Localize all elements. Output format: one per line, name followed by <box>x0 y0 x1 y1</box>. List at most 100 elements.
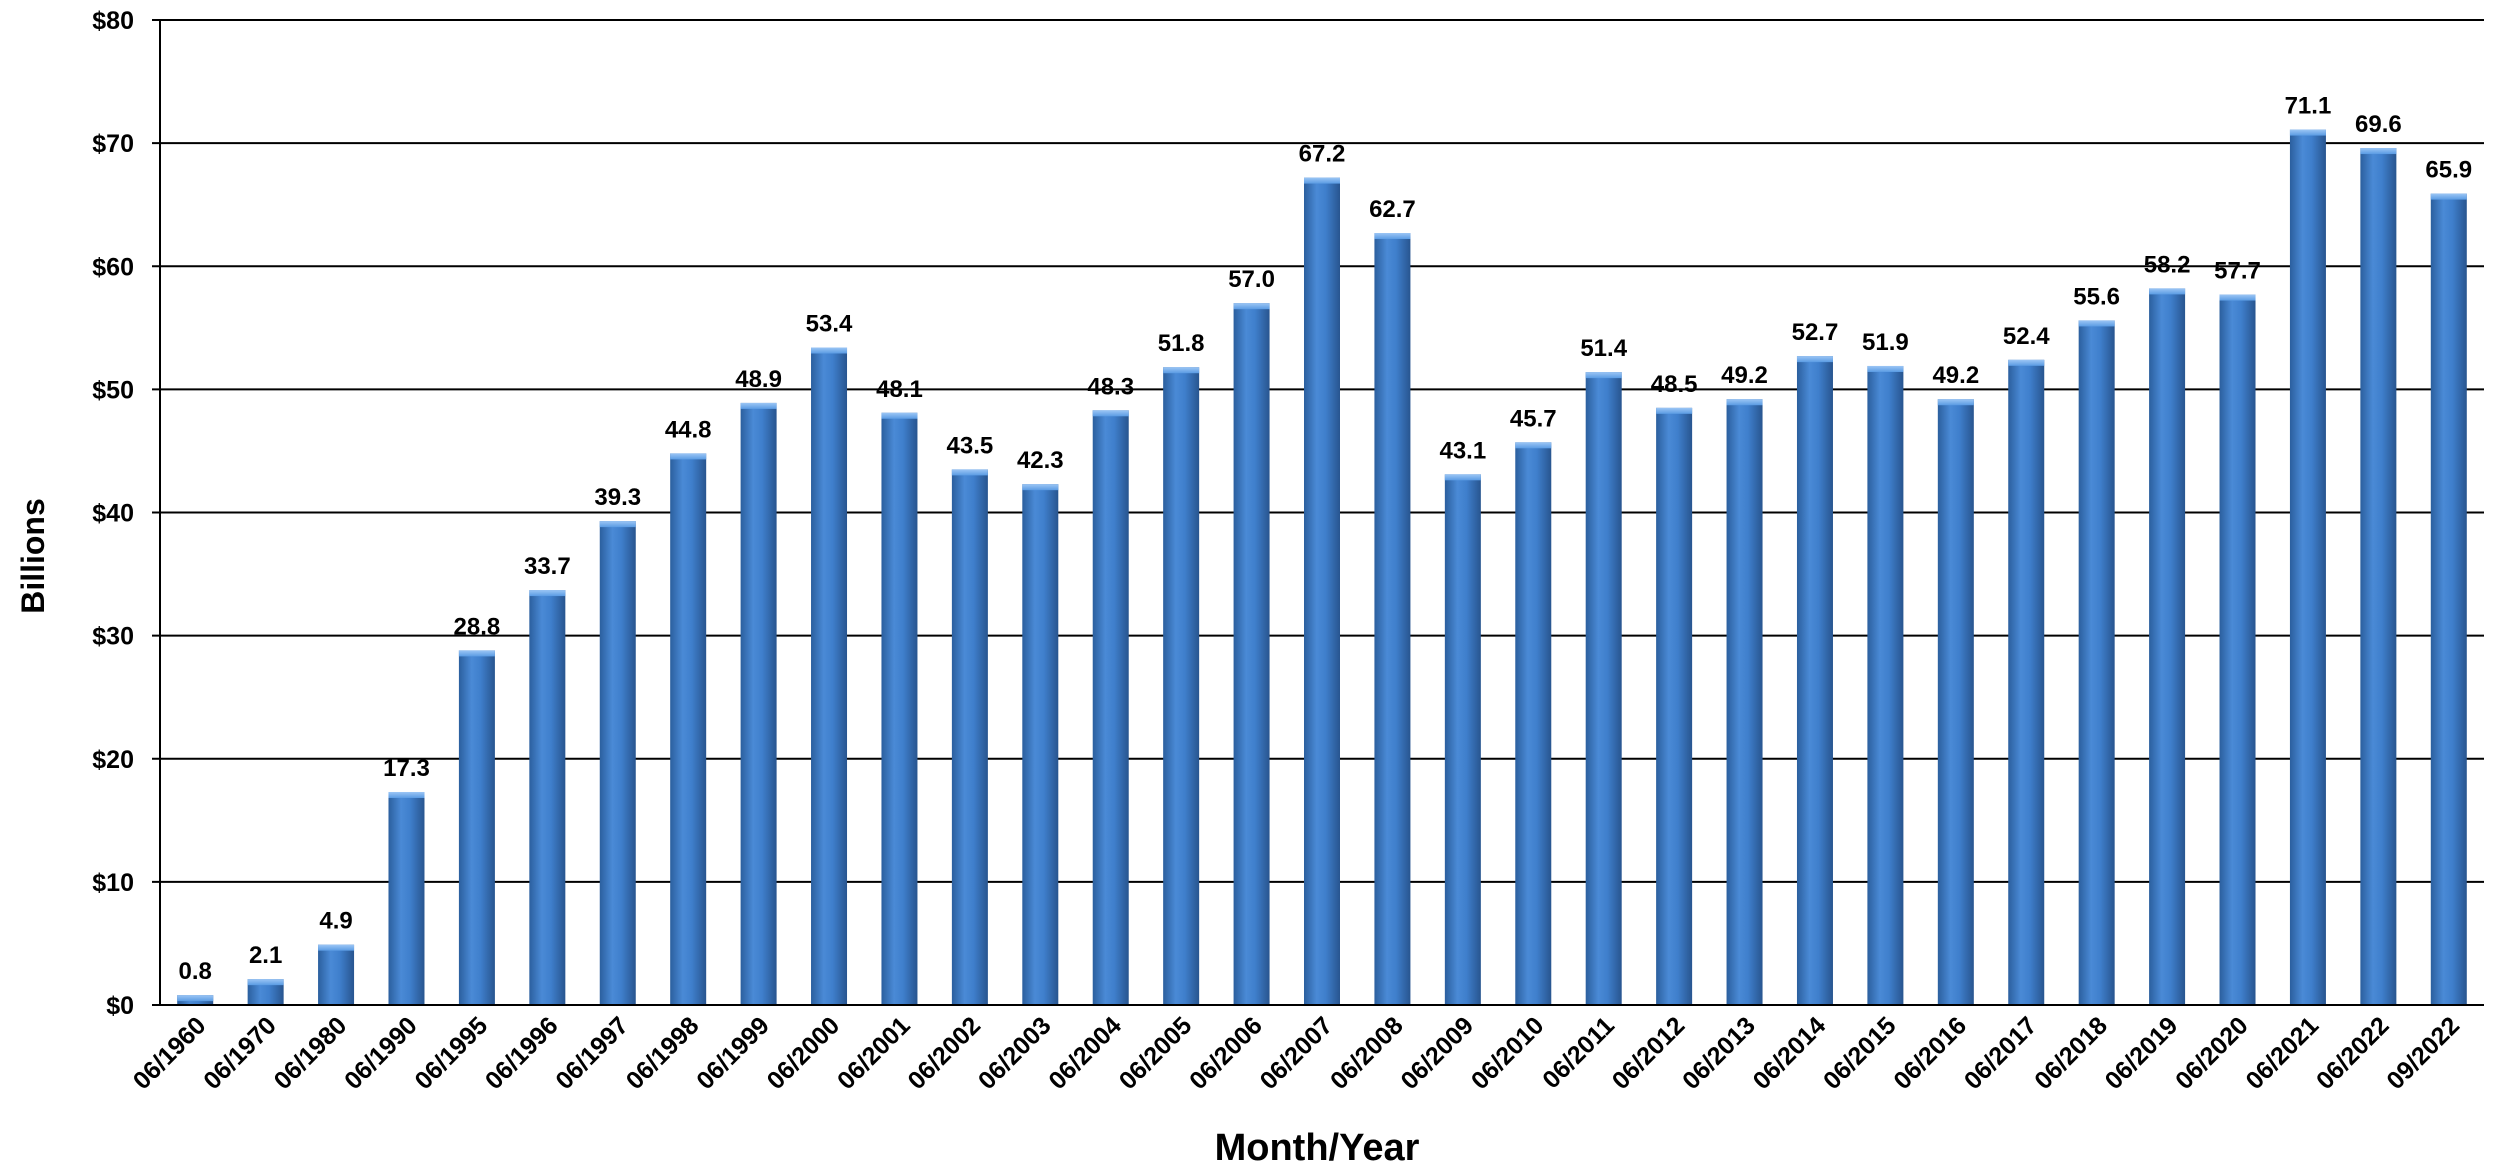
bar-cap <box>2219 294 2256 301</box>
x-tick-label: 06/2022 <box>2311 1011 2395 1095</box>
bar <box>670 453 707 1005</box>
bar-value-label: 2.1 <box>249 942 282 969</box>
bar <box>951 469 988 1005</box>
bar-cap <box>1163 367 1200 374</box>
bar-cap <box>599 521 636 528</box>
x-tick-label: 06/1998 <box>621 1011 705 1095</box>
bar <box>1796 356 1833 1006</box>
x-tick-label: 06/1970 <box>198 1011 282 1095</box>
x-tick-label: 06/2017 <box>1959 1011 2043 1095</box>
bar-cap <box>2149 288 2186 295</box>
bar-value-label: 65.9 <box>2425 157 2472 184</box>
bar <box>458 650 495 1005</box>
bar-value-label: 58.2 <box>2144 251 2191 278</box>
bar <box>1726 399 1763 1006</box>
bar-value-label: 67.2 <box>1299 141 1346 168</box>
bar <box>2008 359 2045 1005</box>
x-tick-label: 06/2014 <box>1748 1011 1832 1095</box>
y-tick-label: $40 <box>92 500 134 528</box>
bar <box>1304 177 1340 1006</box>
y-axis-title: Billions <box>15 498 51 614</box>
x-tick-label: 06/2019 <box>2100 1011 2184 1095</box>
bar-value-label: 49.2 <box>1932 362 1979 389</box>
bar <box>2078 320 2115 1005</box>
x-tick-label: 06/2021 <box>2240 1011 2324 1095</box>
bar-cap <box>1444 474 1481 481</box>
bar-value-label: 51.9 <box>1862 329 1909 356</box>
bar-value-label: 57.0 <box>1228 266 1275 293</box>
bar-value-label: 4.9 <box>319 908 352 935</box>
x-tick-label: 06/2006 <box>1184 1011 1268 1095</box>
x-tick-label: 09/2022 <box>2381 1011 2465 1095</box>
x-tick-label: 06/2010 <box>1466 1011 1550 1095</box>
bar-value-label: 48.9 <box>735 366 782 393</box>
bar-cap <box>811 347 848 354</box>
bar-cap <box>1937 399 1974 406</box>
bar-cap <box>177 995 214 1002</box>
bar-value-label: 48.1 <box>876 376 923 403</box>
bar <box>388 791 425 1005</box>
bars <box>177 129 2467 1006</box>
x-tick-label: 06/2001 <box>832 1011 916 1095</box>
bar-cap <box>1022 484 1059 491</box>
bar-value-label: 17.3 <box>383 755 430 782</box>
bar-value-label: 49.2 <box>1721 362 1768 389</box>
bar-value-label: 28.8 <box>454 613 501 640</box>
bar-value-label: 33.7 <box>524 553 571 580</box>
bar-cap <box>2078 320 2115 327</box>
y-axis-ticks: $0 $10 $20 $30 $40 $50 $60 $70 $80 <box>92 7 160 1020</box>
bar <box>1444 474 1481 1005</box>
y-tick-label: $80 <box>92 7 134 35</box>
bar-value-label: 51.4 <box>1580 335 1627 362</box>
x-tick-label: 06/2007 <box>1255 1011 1339 1095</box>
bar <box>2219 294 2256 1006</box>
bar-value-label: 42.3 <box>1017 447 1064 474</box>
x-axis-title: Month/Year <box>1215 1127 1420 1169</box>
x-tick-label: 06/2003 <box>973 1011 1057 1095</box>
x-tick-label: 06/2015 <box>1818 1011 1902 1095</box>
x-tick-label: 06/1990 <box>339 1011 423 1095</box>
x-axis-ticks: 06/196006/197006/198006/199006/199506/19… <box>128 1011 2465 1095</box>
bar-cap <box>1092 410 1129 417</box>
x-tick-label: 06/2012 <box>1607 1011 1691 1095</box>
x-tick-label: 06/1997 <box>550 1011 634 1095</box>
bar <box>811 347 848 1005</box>
y-tick-label: $30 <box>92 623 134 651</box>
x-tick-label: 06/2011 <box>1537 1011 1620 1094</box>
bar-cap <box>2360 148 2397 155</box>
bar-value-label: 44.8 <box>665 416 712 443</box>
x-tick-label: 06/2000 <box>762 1011 846 1095</box>
x-tick-label: 06/2005 <box>1114 1011 1198 1095</box>
bar-value-label: 51.8 <box>1158 330 1205 357</box>
bar-cap <box>458 650 495 657</box>
bar-cap <box>1656 407 1693 414</box>
bar-cap <box>1726 399 1763 406</box>
bar-value-label: 55.6 <box>2073 283 2120 310</box>
x-tick-label: 06/2013 <box>1677 1011 1761 1095</box>
bar <box>1585 372 1622 1005</box>
bar <box>1233 303 1270 1005</box>
bar <box>1163 367 1200 1005</box>
bar-cap <box>247 979 284 986</box>
bar <box>881 412 918 1005</box>
bar <box>2430 193 2467 1005</box>
bar-cap <box>1796 356 1833 363</box>
bar-cap <box>388 791 425 798</box>
bar <box>1937 399 1974 1006</box>
bar-value-label: 48.3 <box>1087 373 1134 400</box>
bar <box>1092 410 1129 1005</box>
y-tick-label: $10 <box>92 869 134 897</box>
bar-cap <box>1304 177 1340 184</box>
bar <box>2149 288 2186 1006</box>
bar-value-label: 62.7 <box>1369 196 1416 223</box>
bar-cap <box>740 402 777 409</box>
y-tick-label: $0 <box>106 992 134 1020</box>
bar-value-label: 52.7 <box>1792 319 1839 346</box>
x-tick-label: 06/2008 <box>1325 1011 1409 1095</box>
bar-cap <box>1867 365 1904 372</box>
bar <box>599 521 636 1005</box>
bar <box>740 402 777 1005</box>
y-tick-label: $60 <box>92 253 134 281</box>
bar-cap <box>1233 303 1270 310</box>
